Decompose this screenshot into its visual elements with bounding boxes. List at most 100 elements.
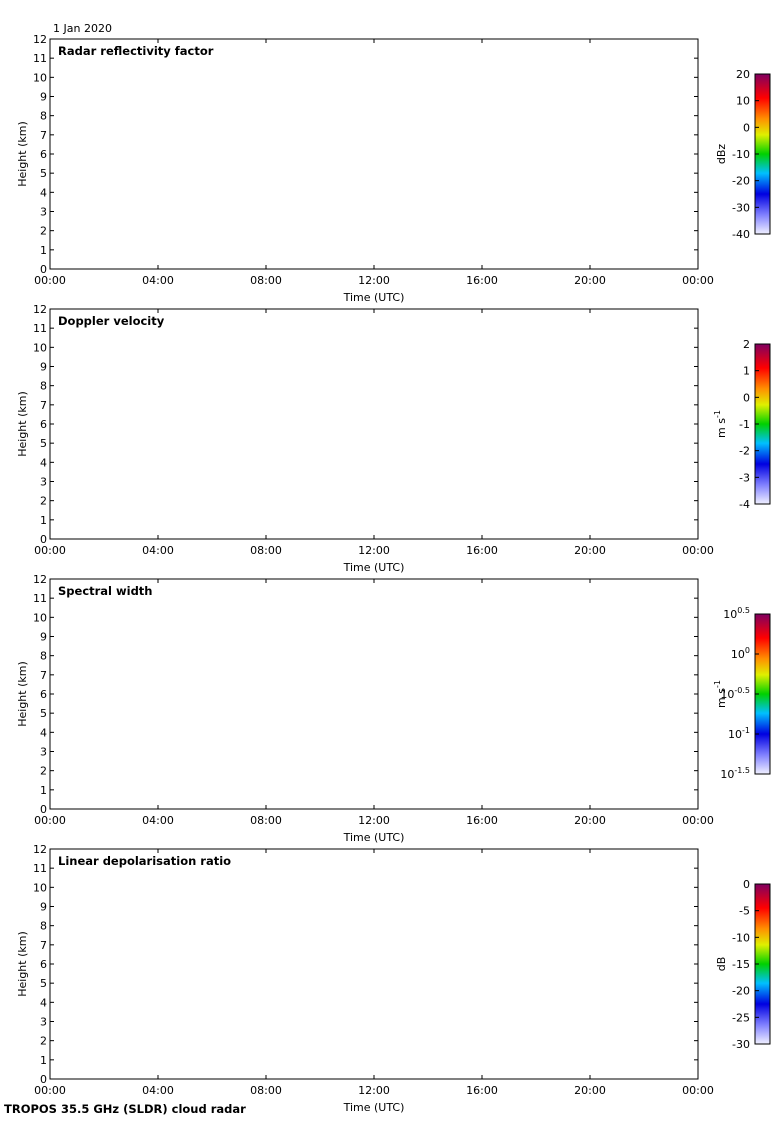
y-tick-label: 7	[40, 399, 47, 412]
x-tick-label: 04:00	[142, 1084, 174, 1097]
x-tick-label: 00:00	[682, 274, 714, 287]
x-tick-label: 16:00	[466, 274, 498, 287]
colorbar-tick-label: 100	[731, 646, 750, 661]
y-axis-label: Height (km)	[16, 931, 29, 997]
colorbar-tick-base: 10	[728, 728, 742, 741]
y-tick-label: 4	[40, 186, 47, 199]
colorbar-unit-exponent: -1	[713, 410, 722, 418]
y-tick-label: 5	[40, 707, 47, 720]
x-tick-label: 00:00	[34, 1084, 66, 1097]
y-tick-label: 11	[33, 592, 47, 605]
y-tick-label: 9	[40, 91, 47, 104]
y-tick-label: 4	[40, 456, 47, 469]
colorbar-tick-label: -3	[739, 471, 750, 484]
y-tick-label: 12	[33, 843, 47, 856]
y-tick-label: 8	[40, 650, 47, 663]
y-tick-label: 0	[40, 803, 47, 816]
colorbar-unit: m s	[715, 688, 728, 708]
x-tick-label: 08:00	[250, 544, 282, 557]
colorbar-tick-label: -20	[732, 175, 750, 188]
y-tick-label: 8	[40, 920, 47, 933]
colorbar-unit-exponent: -1	[713, 680, 722, 688]
y-tick-label: 12	[33, 573, 47, 586]
y-tick-label: 0	[40, 533, 47, 546]
colorbar-tick-label: 0	[743, 878, 750, 891]
y-tick-label: 5	[40, 167, 47, 180]
y-tick-label: 6	[40, 688, 47, 701]
x-tick-label: 16:00	[466, 544, 498, 557]
colorbar-tick-exponent: -0.5	[734, 686, 750, 695]
colorbar-unit: m s	[715, 418, 728, 438]
x-tick-label: 16:00	[466, 1084, 498, 1097]
colorbar-tick-label: -15	[732, 958, 750, 971]
x-axis-label: Time (UTC)	[343, 831, 405, 844]
y-tick-label: 12	[33, 33, 47, 46]
colorbar-tick-base: 10	[720, 688, 734, 701]
colorbar-tick-label: 10-1	[728, 726, 750, 741]
colorbar-tick-label: -10	[732, 931, 750, 944]
y-tick-label: 0	[40, 263, 47, 276]
x-tick-label: 16:00	[466, 814, 498, 827]
x-tick-label: 08:00	[250, 1084, 282, 1097]
panel-title: Doppler velocity	[58, 314, 165, 328]
y-tick-label: 10	[33, 341, 47, 354]
y-tick-label: 12	[33, 303, 47, 316]
y-tick-label: 10	[33, 881, 47, 894]
y-tick-label: 3	[40, 476, 47, 489]
colorbar-tick-label: -25	[732, 1011, 750, 1024]
x-tick-label: 20:00	[574, 814, 606, 827]
y-tick-label: 2	[40, 1035, 47, 1048]
x-tick-label: 08:00	[250, 814, 282, 827]
colorbar-tick-exponent: -1	[742, 726, 750, 735]
y-axis-label: Height (km)	[16, 661, 29, 727]
y-tick-label: 2	[40, 225, 47, 238]
panel-title: Radar reflectivity factor	[58, 44, 214, 58]
colorbar-tick-base: 10	[720, 768, 734, 781]
x-tick-label: 00:00	[682, 814, 714, 827]
plot-area	[49, 308, 699, 540]
colorbar-tick-base: 10	[723, 608, 737, 621]
y-tick-label: 5	[40, 437, 47, 450]
colorbar-tick-exponent: 0	[745, 646, 750, 655]
colorbar-tick-label: -20	[732, 985, 750, 998]
y-tick-label: 8	[40, 110, 47, 123]
y-tick-label: 4	[40, 996, 47, 1009]
y-tick-label: 11	[33, 322, 47, 335]
plot-area	[49, 578, 699, 810]
x-tick-label: 04:00	[142, 274, 174, 287]
y-tick-label: 10	[33, 611, 47, 624]
y-tick-label: 8	[40, 380, 47, 393]
y-tick-label: 2	[40, 765, 47, 778]
panel-title: Linear depolarisation ratio	[58, 854, 231, 868]
x-tick-label: 00:00	[34, 814, 66, 827]
y-tick-label: 11	[33, 52, 47, 65]
y-tick-label: 9	[40, 631, 47, 644]
y-tick-label: 1	[40, 1054, 47, 1067]
x-tick-label: 20:00	[574, 274, 606, 287]
date-label: 1 Jan 2020	[53, 22, 112, 35]
y-tick-label: 5	[40, 977, 47, 990]
x-tick-label: 00:00	[682, 1084, 714, 1097]
footer: TROPOS 35.5 GHz (SLDR) cloud radar	[4, 1102, 246, 1116]
colorbar-label: m s-1	[713, 410, 728, 438]
x-axis-label: Time (UTC)	[343, 291, 405, 304]
x-tick-label: 20:00	[574, 544, 606, 557]
colorbar-tick-label: -30	[732, 1038, 750, 1051]
y-tick-label: 6	[40, 418, 47, 431]
colorbar-label: dB	[715, 957, 728, 972]
y-tick-label: 7	[40, 939, 47, 952]
colorbar-label: dBz	[715, 144, 728, 165]
colorbar-tick-label: -4	[739, 498, 750, 511]
y-tick-label: 4	[40, 726, 47, 739]
y-tick-label: 3	[40, 746, 47, 759]
x-axis-label: Time (UTC)	[343, 1101, 405, 1114]
x-tick-label: 20:00	[574, 1084, 606, 1097]
x-tick-label: 12:00	[358, 544, 390, 557]
y-tick-label: 7	[40, 129, 47, 142]
colorbar-tick-exponent: -1.5	[734, 766, 750, 775]
colorbar-tick-label: 2	[743, 338, 750, 351]
plot-area	[49, 38, 699, 270]
colorbar-tick-label: -5	[739, 905, 750, 918]
colorbar-tick-label: -30	[732, 201, 750, 214]
x-tick-label: 12:00	[358, 814, 390, 827]
